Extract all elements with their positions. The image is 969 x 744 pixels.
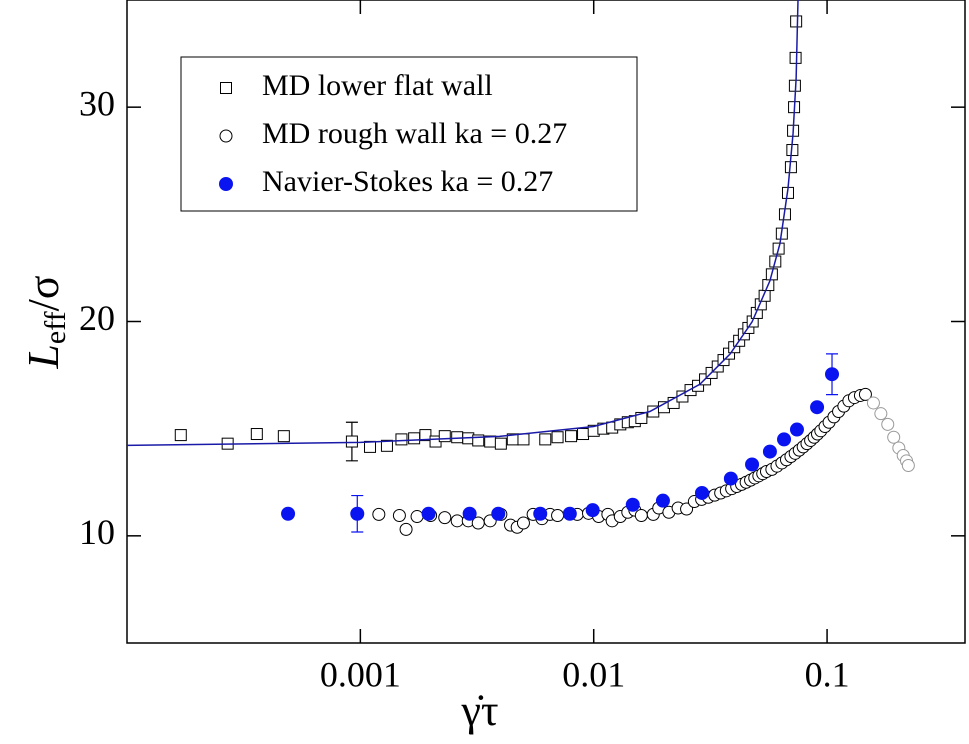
circle-marker (421, 506, 436, 521)
square-marker (494, 437, 507, 450)
square-marker (438, 430, 451, 443)
circle-marker (350, 506, 365, 521)
y-tick-label: 10 (79, 512, 115, 552)
circle-marker (874, 407, 888, 421)
legend-box (180, 56, 638, 212)
circle-marker (372, 507, 386, 521)
y-axis-label: Leff/σ (19, 275, 72, 369)
x-axis-label: γ̇τ (460, 686, 498, 735)
square-marker (667, 396, 680, 409)
legend-label: MD lower flat wall (262, 69, 493, 102)
square-marker (395, 433, 408, 446)
square-marker (789, 51, 802, 64)
circle-marker (219, 177, 233, 191)
circle-marker (219, 129, 233, 143)
x-tick-label: 0.001 (320, 654, 401, 694)
circle-marker (745, 457, 760, 472)
circle-marker (533, 506, 548, 521)
square-marker (174, 429, 187, 442)
square-marker (419, 429, 432, 442)
circle-marker (438, 511, 452, 525)
square-marker (790, 15, 803, 28)
legend: MD lower flat wall MD rough wall ka = 0.2… (219, 69, 567, 198)
circle-marker (392, 508, 406, 522)
x-tick-label: 0.01 (562, 654, 625, 694)
circle-marker (462, 506, 477, 521)
circle-marker (516, 516, 530, 530)
square-marker (551, 431, 564, 444)
circle-marker (399, 522, 413, 536)
y-label-subscript: eff (39, 311, 72, 344)
square-marker (539, 433, 552, 446)
y-label-suffix: /σ (19, 275, 68, 311)
circle-marker (825, 367, 840, 382)
circle-marker (789, 422, 804, 437)
circle-marker (410, 510, 424, 524)
circle-marker (585, 503, 600, 518)
circle-marker (491, 506, 506, 521)
circle-marker (723, 471, 738, 486)
circle-marker (901, 459, 915, 473)
circle-marker (881, 417, 895, 431)
circle-marker (281, 506, 296, 521)
square-marker (408, 432, 421, 445)
circle-marker (887, 430, 901, 444)
fit-line (127, 0, 799, 447)
circle-marker (810, 400, 825, 415)
square-marker (345, 435, 358, 448)
circle-marker (625, 497, 640, 512)
circle-marker (562, 506, 577, 521)
circle-marker (866, 396, 880, 410)
square-marker (220, 82, 232, 94)
legend-label: MD rough wall ka = 0.27 (262, 117, 567, 150)
square-marker (472, 434, 485, 447)
square-marker (364, 440, 377, 453)
circle-marker (858, 387, 872, 401)
y-tick-label: 30 (79, 83, 115, 123)
circle-marker (655, 493, 670, 508)
square-marker (451, 431, 464, 444)
square-marker (277, 430, 290, 443)
legend-label: Navier-Stokes ka = 0.27 (262, 165, 553, 198)
circle-marker (694, 485, 709, 500)
circle-marker (551, 508, 565, 522)
circle-marker (680, 502, 694, 516)
y-tick-label: 20 (79, 298, 115, 338)
square-marker (565, 430, 578, 443)
circle-marker (450, 514, 464, 528)
square-marker (517, 433, 530, 446)
y-label-symbol: L (19, 344, 68, 369)
plot-area (127, 0, 915, 536)
x-tick-label: 0.1 (805, 654, 850, 694)
circle-marker (777, 432, 792, 447)
square-marker (380, 439, 393, 452)
square-marker (577, 428, 590, 441)
circle-marker (762, 444, 777, 459)
circle-marker (634, 508, 648, 522)
square-marker (250, 428, 263, 441)
square-marker (635, 411, 648, 424)
